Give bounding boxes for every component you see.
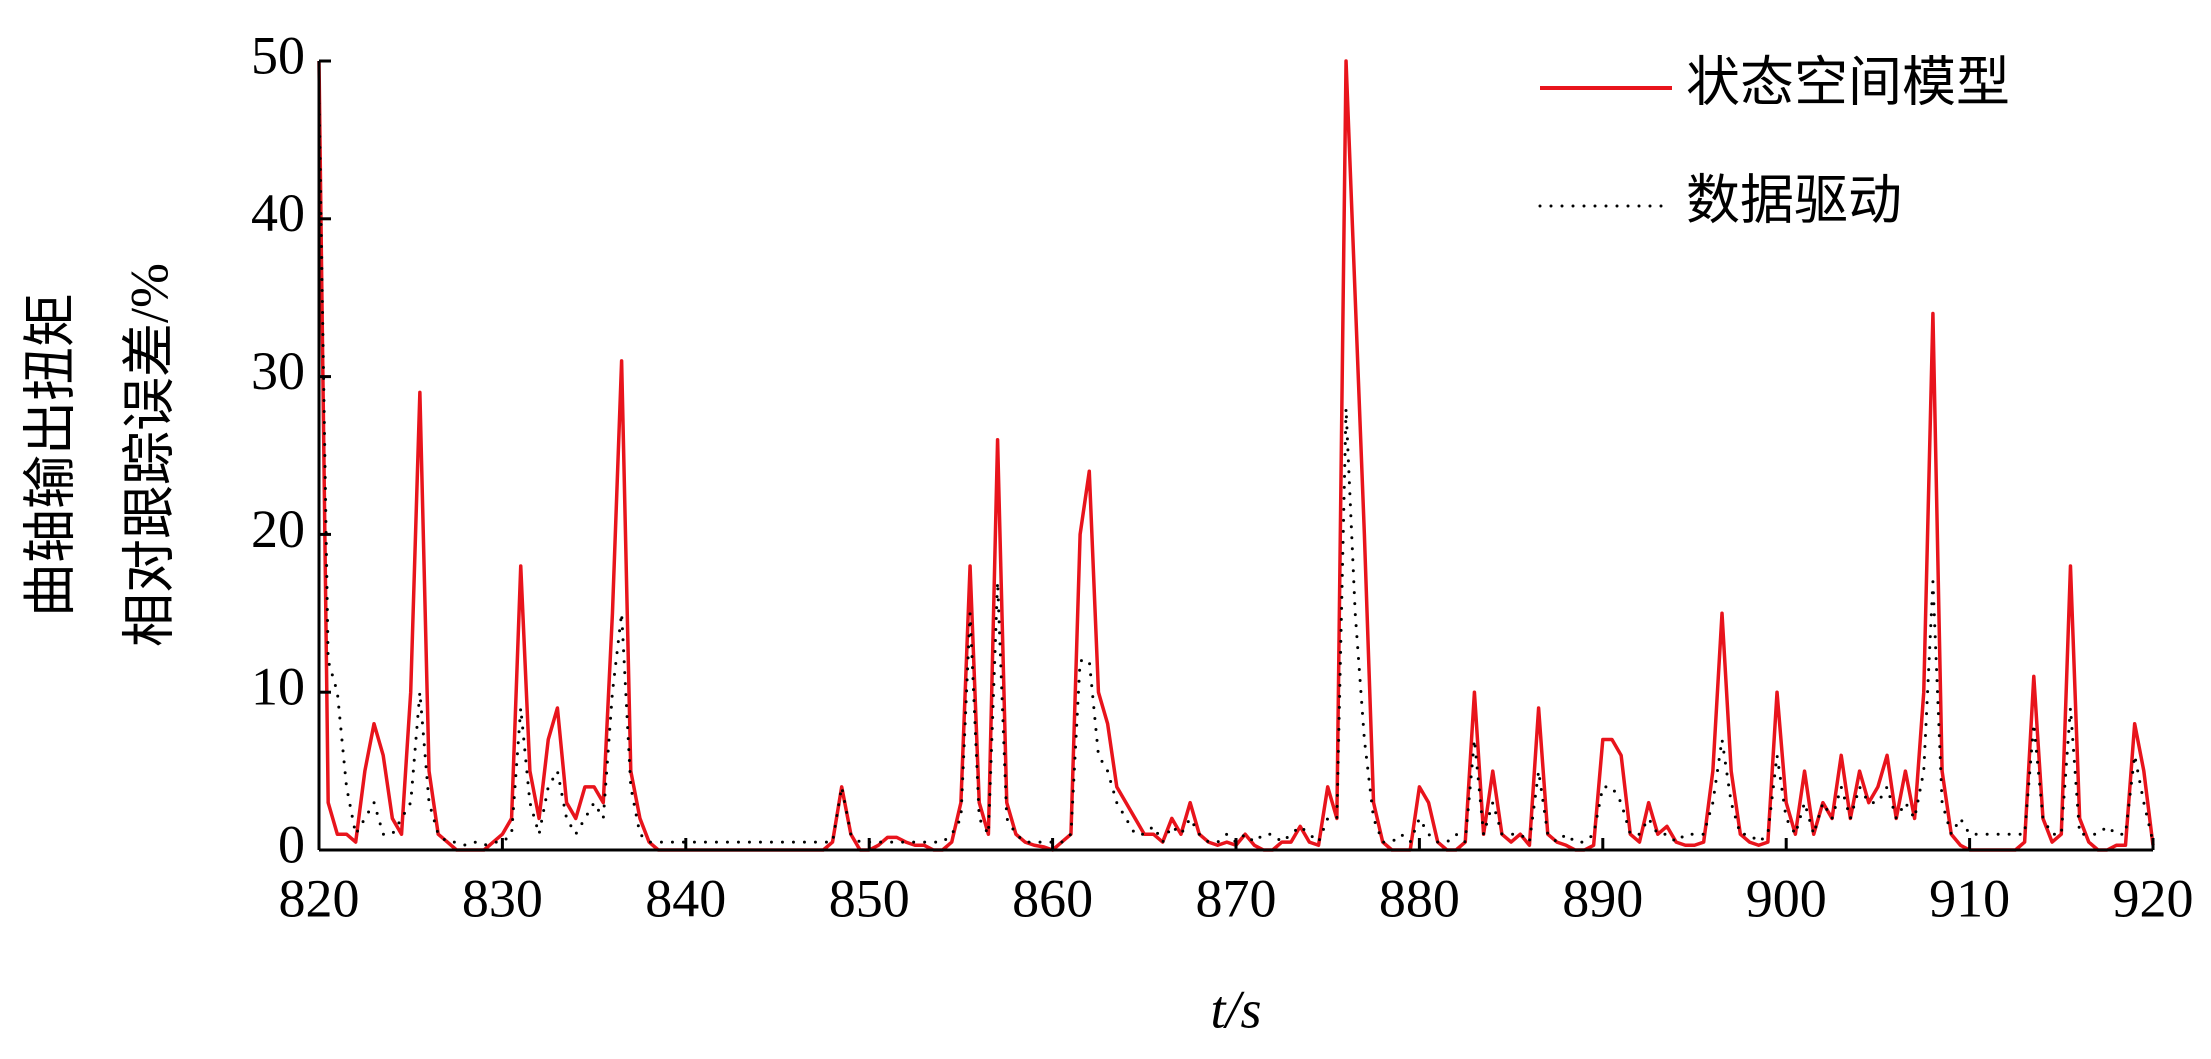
x-tick-label: 880 <box>1379 868 1460 928</box>
y-tick-label: 40 <box>251 183 305 243</box>
x-tick-label: 890 <box>1562 868 1643 928</box>
legend-label: 状态空间模型 <box>1686 52 2010 112</box>
y-axis-label: 相对跟踪误差/% <box>119 263 179 647</box>
y-tick-label: 50 <box>251 25 305 85</box>
x-tick-label: 850 <box>829 868 910 928</box>
x-tick-label: 900 <box>1746 868 1827 928</box>
legend-label: 数据驱动 <box>1686 170 1902 230</box>
y-tick-label: 30 <box>251 341 305 401</box>
x-tick-label: 840 <box>645 868 726 928</box>
x-tick-label: 830 <box>462 868 543 928</box>
y-axis-label: 曲轴输出扭矩 <box>20 293 80 617</box>
x-axis-label: t/s <box>1210 979 1261 1039</box>
y-tick-label: 0 <box>278 814 305 874</box>
x-tick-label: 910 <box>1929 868 2010 928</box>
x-tick-label: 870 <box>1196 868 1277 928</box>
x-tick-label: 860 <box>1012 868 1093 928</box>
y-tick-label: 20 <box>251 499 305 559</box>
x-tick-label: 820 <box>279 868 360 928</box>
x-tick-label: 920 <box>2113 868 2194 928</box>
y-tick-label: 10 <box>251 657 305 717</box>
